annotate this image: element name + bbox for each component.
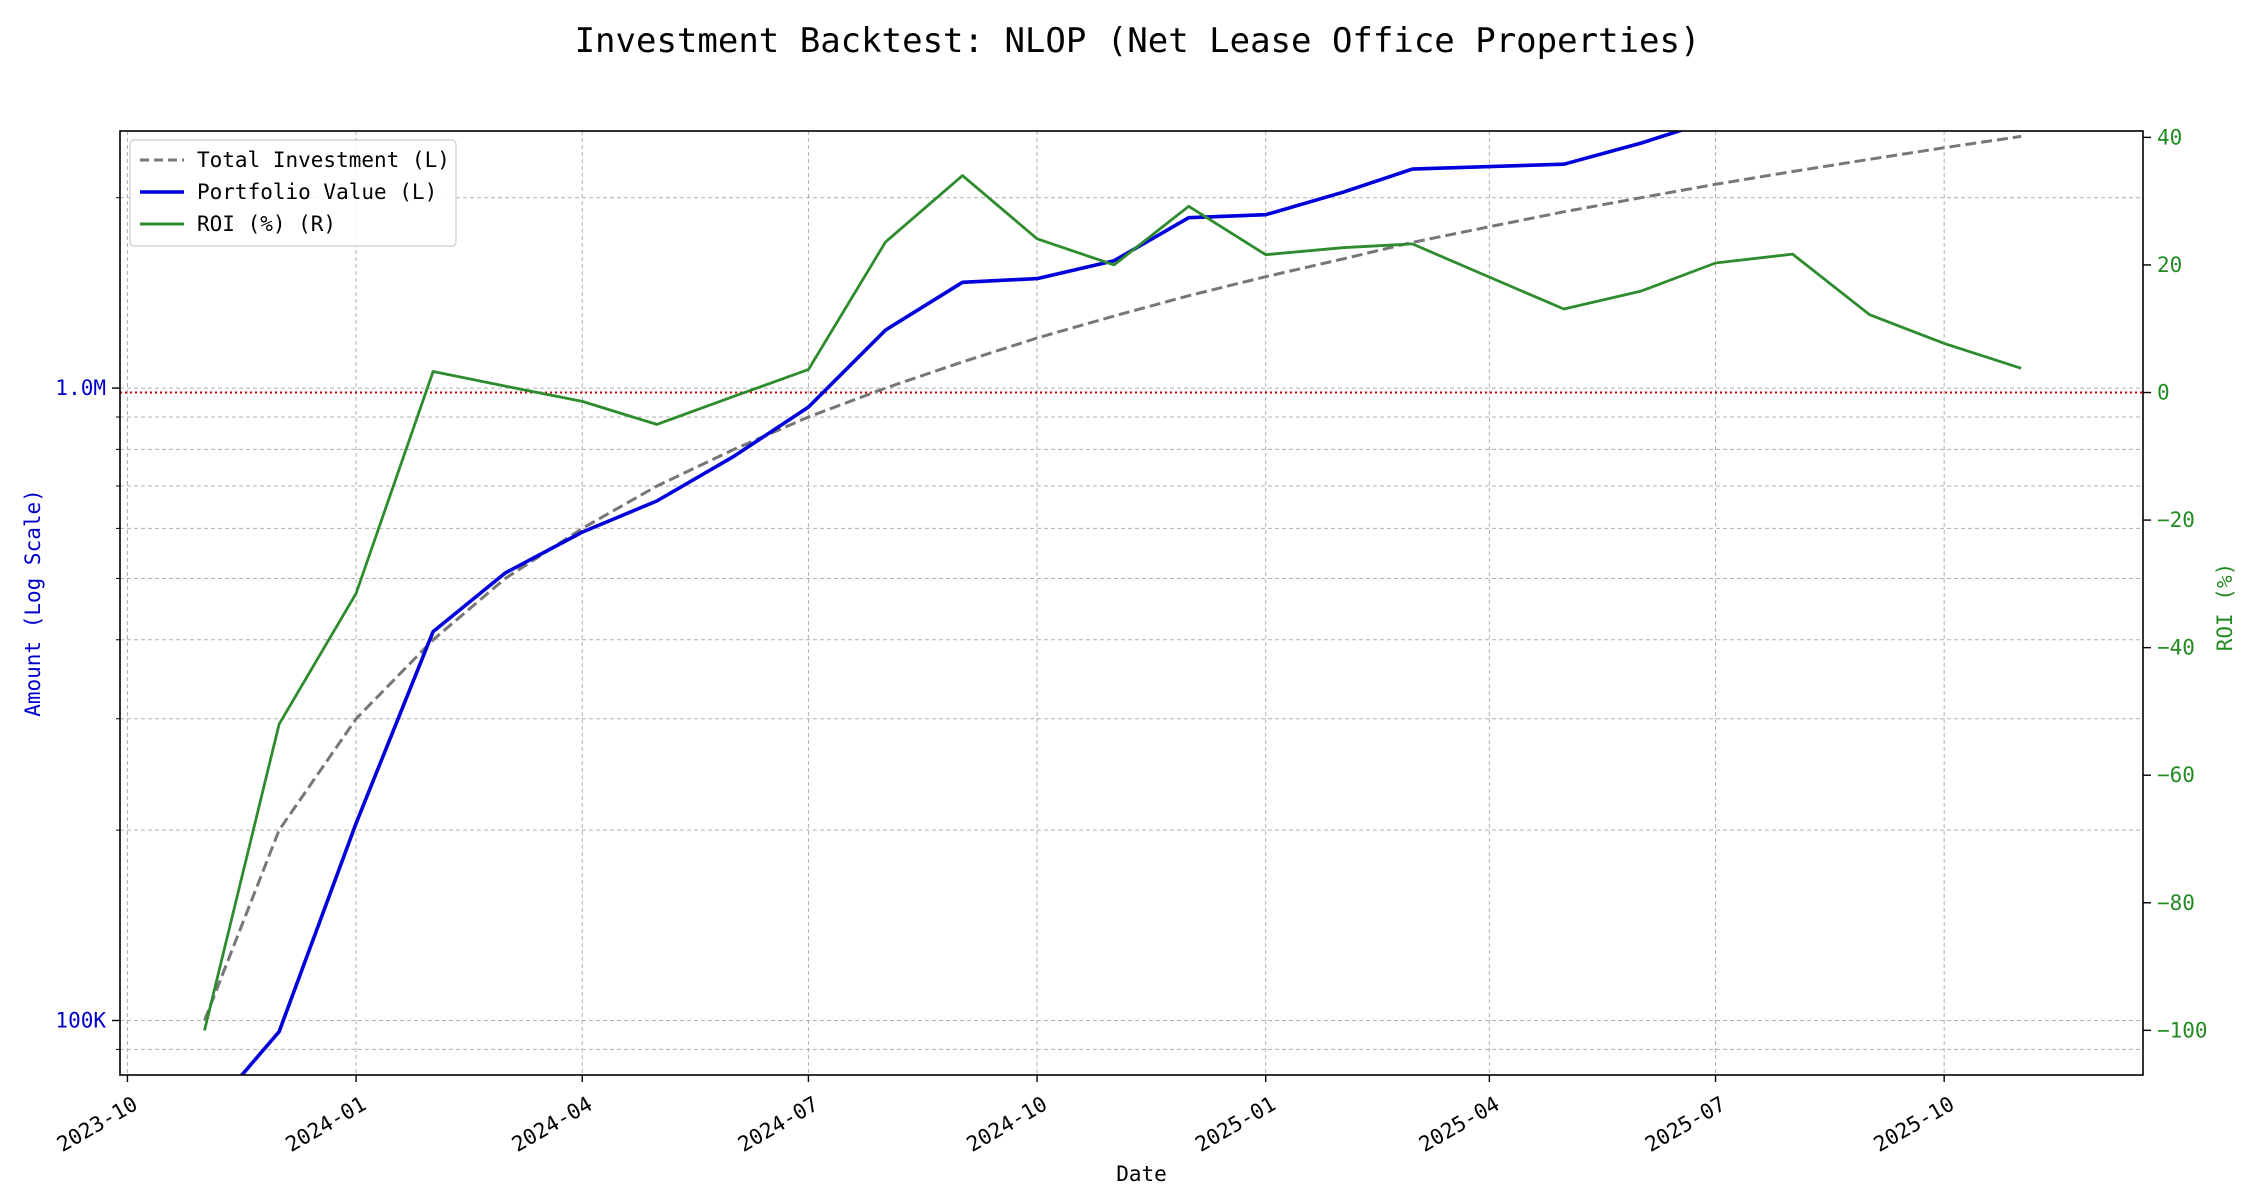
series-layer [203, 131, 2022, 1075]
right-tick-label: −20 [2157, 508, 2195, 532]
x-axis-ticks: 2023-10 2024-01 2024-04 2024-07 2024-10 2025-… [53, 1075, 1958, 1157]
chart-title: Investment Backtest: NLOP (Net Lease Off… [575, 21, 1701, 61]
right-tick-label: −100 [2157, 1018, 2208, 1042]
legend-label-roi: ROI (%) (R) [197, 212, 336, 236]
x-tick-label: 2025-10 [1870, 1092, 1959, 1157]
legend: Total Investment (L) Portfolio Value (L)… [129, 139, 457, 247]
legend-label-total-investment: Total Investment (L) [197, 148, 450, 172]
left-axis-ticks: 100K 1.0M [55, 197, 120, 1050]
left-tick-label: 1.0M [55, 376, 106, 400]
series-line-total-investment [203, 134, 2022, 1022]
right-tick-label: −80 [2157, 891, 2195, 915]
right-axis-ticks: 40 20 0 −20 −40 −60 −80 −100 [2143, 125, 2208, 1042]
series-line-roi [203, 174, 2022, 1031]
right-tick-label: −40 [2157, 636, 2195, 660]
series-line-portfolio-value [239, 131, 1685, 1075]
x-tick-label: 2024-10 [963, 1092, 1052, 1157]
right-axis-label: ROI (%) [2213, 563, 2237, 652]
left-tick-label: 100K [55, 1008, 106, 1032]
left-axis-label: Amount (Log Scale) [21, 489, 45, 717]
x-tick-label: 2025-07 [1641, 1092, 1730, 1157]
right-tick-label: 20 [2157, 253, 2182, 277]
x-tick-label: 2025-04 [1415, 1092, 1504, 1157]
right-tick-label: −60 [2157, 763, 2195, 787]
right-tick-label: 40 [2157, 125, 2182, 149]
x-tick-label: 2024-07 [734, 1092, 823, 1157]
x-tick-label: 2024-04 [508, 1092, 597, 1157]
plot-frame [119, 130, 2144, 1076]
x-tick-label: 2023-10 [53, 1092, 142, 1157]
right-tick-label: 0 [2157, 381, 2170, 405]
x-tick-label: 2024-01 [282, 1092, 371, 1157]
legend-label-portfolio-value: Portfolio Value (L) [197, 180, 437, 204]
x-tick-label: 2025-01 [1191, 1092, 1280, 1157]
grid-layer [120, 131, 2143, 1075]
legend-box [129, 139, 457, 247]
x-axis-label: Date [1116, 1162, 1167, 1186]
